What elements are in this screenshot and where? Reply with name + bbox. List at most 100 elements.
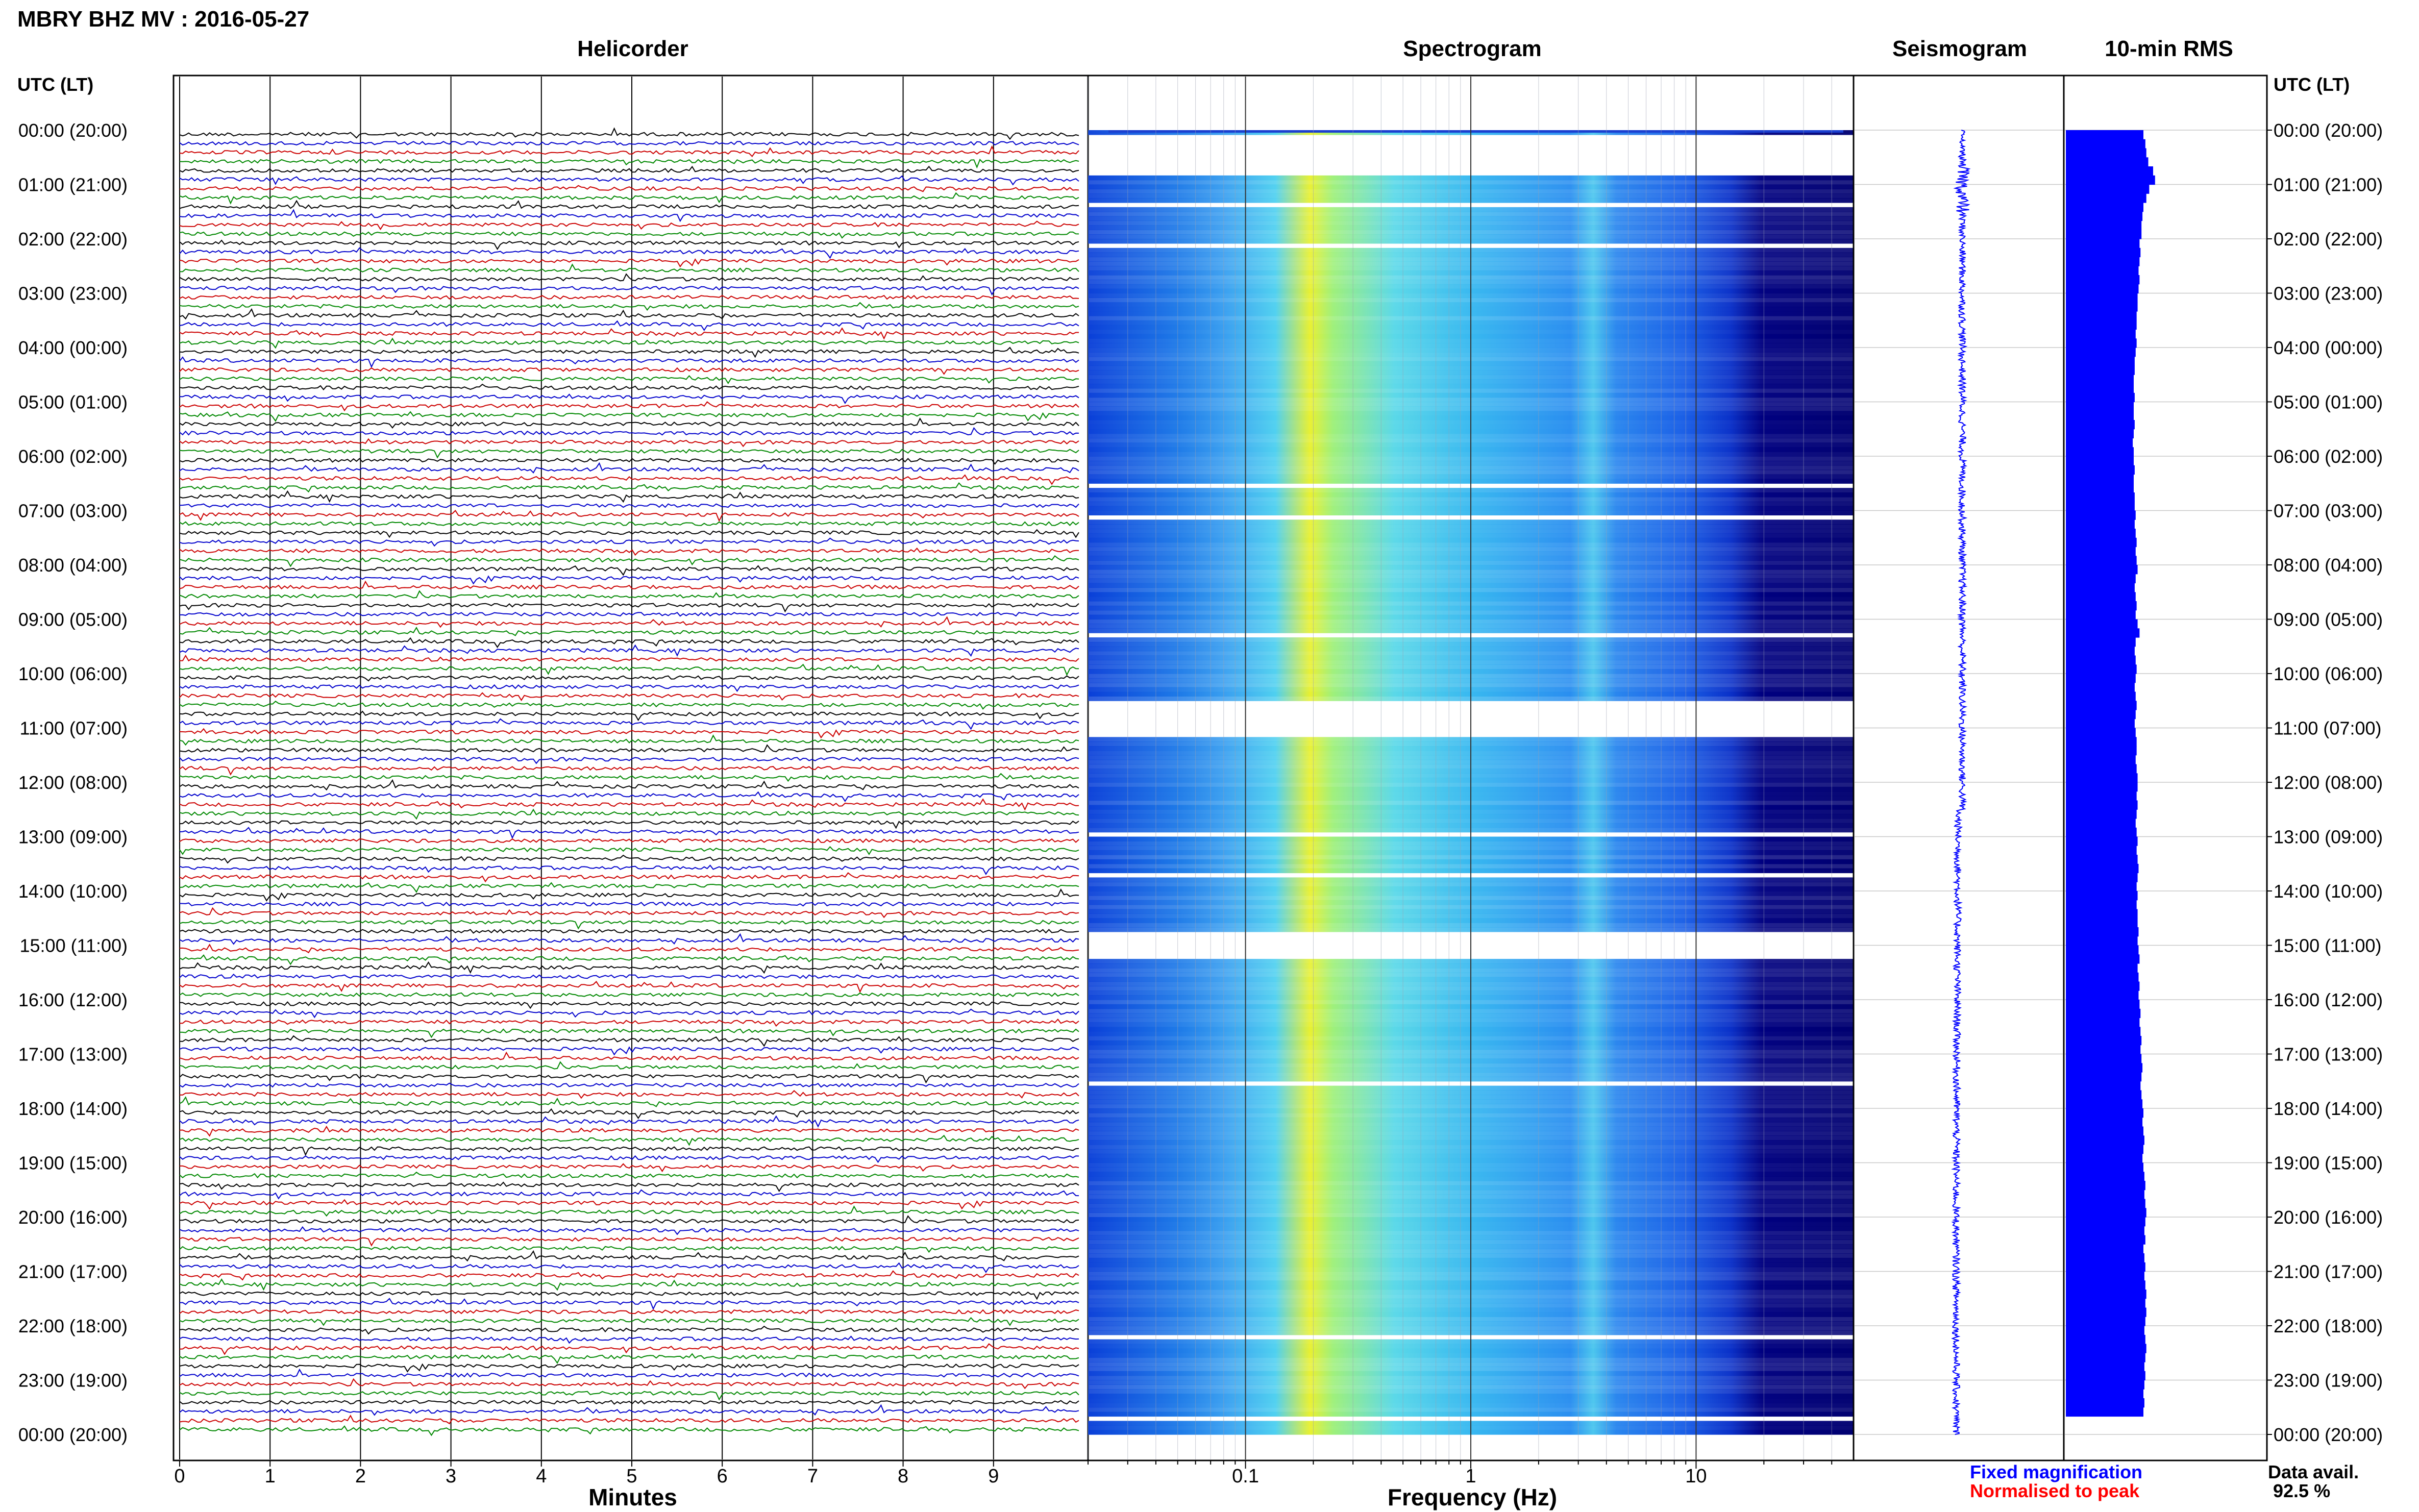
rms-bar [2066, 311, 2137, 321]
helicorder-trace-line [179, 872, 1079, 883]
time-tick-left: 02:00 (22:00) [18, 229, 128, 250]
helicorder-trace-line [179, 127, 1079, 140]
rms-bar [2066, 193, 2146, 203]
helicorder-trace-line [179, 580, 1079, 590]
time-tick-right: 04:00 (00:00) [2274, 337, 2383, 358]
helicorder-trace-line [179, 944, 1079, 954]
helicorder-trace-line [179, 663, 1079, 676]
helicorder-trace-line [179, 192, 1079, 205]
helicorder-trace-line [179, 220, 1079, 231]
spectrogram-x-tick-label: 10 [1685, 1466, 1707, 1487]
time-tick-left: 01:00 (21:00) [18, 175, 128, 195]
rms-bar [2066, 972, 2139, 982]
rms-bar [2066, 1371, 2145, 1381]
helicorder-trace-line [179, 1391, 1079, 1401]
rms-bar [2066, 882, 2137, 891]
rms-bar [2066, 1018, 2140, 1027]
helicorder-trace-line [179, 302, 1079, 311]
rms-bar [2066, 392, 2135, 403]
helicorder-trace-line [179, 1028, 1079, 1038]
helicorder-trace-line [179, 684, 1079, 692]
rms-bar [2066, 1389, 2143, 1399]
time-tick-left: 14:00 (10:00) [18, 881, 128, 902]
rms-bar [2066, 574, 2136, 584]
helicorder-trace-line [179, 327, 1079, 340]
helicorder-panel: 0 1 2 3 4 5 6 7 8 9 [172, 75, 1089, 1487]
time-tick-right: 09:00 (05:00) [2274, 609, 2383, 630]
rms-bar [2066, 1099, 2143, 1109]
helicorder-trace-line [179, 537, 1079, 547]
rms-bar [2066, 1000, 2140, 1009]
time-tick-right: 00:00 (20:00) [2274, 120, 2383, 141]
helicorder-trace-line [179, 1172, 1079, 1179]
helicorder-trace-line [179, 462, 1079, 474]
helicorder-trace-line [179, 791, 1079, 802]
rms-bar [2066, 1226, 2144, 1236]
time-tick-left: 22:00 (18:00) [18, 1316, 128, 1336]
helicorder-trace-line [179, 1181, 1079, 1193]
helicorder-trace-line [179, 820, 1079, 829]
helicorder-trace-line [179, 356, 1079, 368]
helicorder-trace-line [179, 1199, 1079, 1210]
rms-bar [2066, 646, 2135, 656]
legend-fixed-magnification: Fixed magnification [1970, 1461, 2142, 1482]
rms-bar [2066, 1398, 2144, 1408]
rms-bar [2066, 1307, 2146, 1317]
rms-bar [2066, 1262, 2145, 1272]
helicorder-trace-line [179, 1018, 1079, 1027]
rms-bar [2066, 710, 2136, 720]
rms-bar [2066, 547, 2136, 556]
helicorder-trace-line [179, 438, 1079, 448]
time-tick-right: 18:00 (14:00) [2274, 1098, 2383, 1119]
rms-bar [2066, 556, 2137, 565]
spectrogram-xlabel: Frequency (Hz) [1388, 1484, 1557, 1510]
rms-bar [2066, 565, 2138, 575]
helicorder-trace-line [179, 1035, 1079, 1047]
helicorder-trace-line [179, 779, 1079, 791]
rms-bar [2066, 836, 2138, 846]
helicorder-trace-line [179, 1343, 1079, 1355]
helicorder-trace-line [179, 992, 1079, 998]
helicorder-trace-line [179, 200, 1079, 209]
rms-bar [2066, 220, 2142, 230]
rms-bar [2066, 1153, 2143, 1163]
time-tick-left: 00:00 (20:00) [18, 120, 128, 141]
rms-bar [2066, 637, 2136, 647]
helicorder-trace-line [179, 337, 1079, 349]
spectrogram-x-tick-label: 1 [1465, 1466, 1476, 1487]
time-tick-left: 03:00 (23:00) [18, 283, 128, 304]
time-tick-right: 07:00 (03:00) [2274, 501, 2383, 522]
helicorder-trace-line [179, 1353, 1079, 1364]
time-tick-left: 17:00 (13:00) [18, 1044, 128, 1065]
rms-title: 10-min RMS [2105, 36, 2233, 61]
helicorder-trace-line [179, 864, 1079, 875]
helicorder-trace-line [179, 1291, 1079, 1300]
rms-bar [2066, 148, 2146, 158]
rms-bar [2066, 1162, 2143, 1172]
time-tick-left: 00:00 (20:00) [18, 1424, 128, 1445]
rms-bar [2066, 157, 2149, 167]
helicorder-trace-line [179, 637, 1079, 649]
rms-bar [2066, 936, 2138, 946]
rms-bar [2066, 800, 2138, 810]
rms-bar [2066, 429, 2134, 439]
helicorder-trace-line [179, 175, 1079, 186]
helicorder-trace-line [179, 1001, 1079, 1009]
helicorder-trace-line [179, 159, 1079, 169]
helicorder-trace-line [179, 1226, 1079, 1235]
helicorder-traces [179, 127, 1079, 1436]
rms-bar [2066, 510, 2136, 520]
time-tick-left: 08:00 (04:00) [18, 555, 128, 576]
helicorder-trace-line [179, 1051, 1079, 1061]
helicorder-trace-line [179, 710, 1079, 722]
rms-bar [2066, 1344, 2146, 1353]
helicorder-trace-line [179, 141, 1079, 146]
time-tick-right: 20:00 (16:00) [2274, 1207, 2383, 1228]
helicorder-trace-line [179, 1250, 1079, 1262]
rms-bar [2066, 746, 2137, 756]
time-tick-left: 21:00 (17:00) [18, 1261, 128, 1282]
legend-normalised-to-peak: Normalised to peak [1970, 1480, 2140, 1501]
rms-bar [2066, 1217, 2145, 1227]
helicorder-trace-line [179, 1108, 1079, 1120]
helicorder-trace-line [179, 1134, 1079, 1146]
